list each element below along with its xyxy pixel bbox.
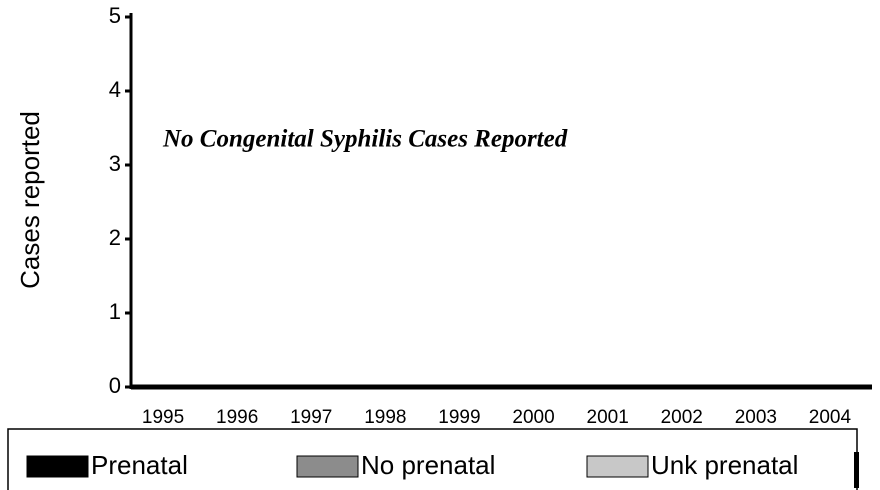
y-tick-label: 5 bbox=[109, 3, 121, 28]
y-tick-label: 2 bbox=[109, 225, 121, 250]
y-tick-label: 4 bbox=[109, 77, 121, 102]
x-tick-label: 2004 bbox=[809, 407, 852, 428]
x-tick-label: 2002 bbox=[661, 407, 703, 428]
legend-swatch bbox=[296, 455, 359, 478]
x-tick-label: 1995 bbox=[142, 407, 184, 428]
legend-edge bbox=[854, 452, 859, 488]
x-tick-label: 1999 bbox=[438, 407, 480, 428]
x-tick-label: 2000 bbox=[512, 407, 554, 428]
legend-label: Prenatal bbox=[91, 450, 188, 480]
legend-label: No prenatal bbox=[361, 450, 495, 480]
y-axis-label: Cases reported bbox=[15, 111, 45, 289]
y-tick-label: 3 bbox=[109, 151, 121, 176]
legend-label: Unk prenatal bbox=[651, 450, 798, 480]
x-tick-label: 1997 bbox=[290, 407, 332, 428]
legend-swatch bbox=[586, 455, 649, 478]
y-tick-label: 1 bbox=[109, 299, 121, 324]
legend-swatch bbox=[26, 455, 89, 478]
x-tick-label: 1998 bbox=[364, 407, 406, 428]
x-tick-label: 2003 bbox=[735, 407, 777, 428]
x-tick-label: 2001 bbox=[587, 407, 629, 428]
x-tick-label: 1996 bbox=[216, 407, 258, 428]
y-tick-label: 0 bbox=[109, 373, 121, 398]
annotation: No Congenital Syphilis Cases Reported bbox=[162, 126, 568, 153]
